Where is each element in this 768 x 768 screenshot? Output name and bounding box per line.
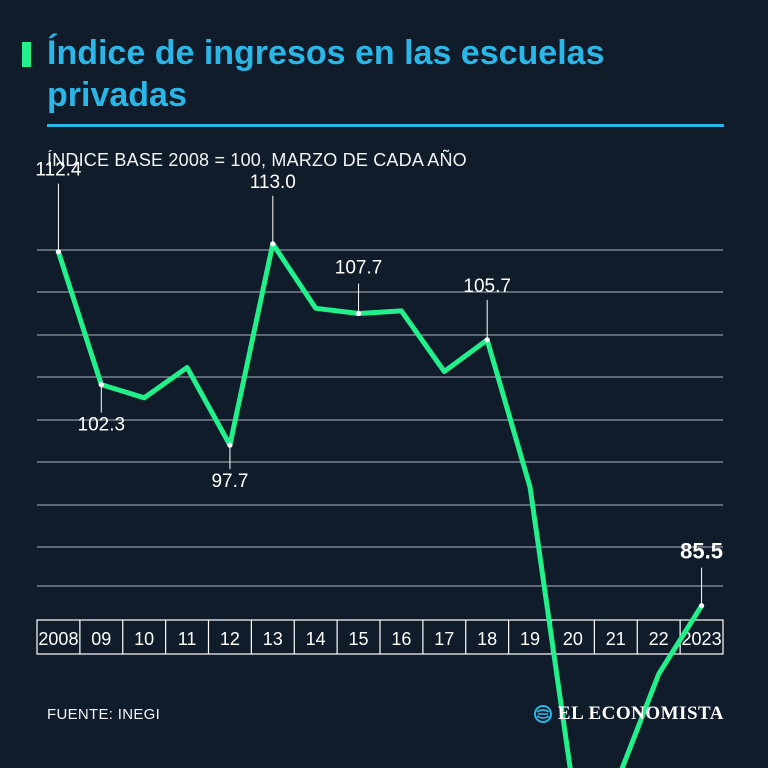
x-tick-label: 11 [178, 629, 197, 649]
data-label: 107.7 [335, 258, 383, 279]
source-note: FUENTE: INEGI [47, 706, 161, 723]
data-label: 105.7 [463, 276, 511, 297]
x-tick-label: 21 [606, 629, 626, 649]
x-tick-label: 13 [263, 629, 283, 649]
x-tick-label: 17 [434, 629, 454, 649]
x-axis: 2008 09 10 11 12 13 14 15 16 17 18 19 20 21 22 2023 [36, 619, 724, 655]
x-tick-label: 19 [520, 629, 540, 649]
data-point [698, 603, 705, 609]
globe-logo-icon [533, 705, 552, 723]
data-point [355, 310, 362, 317]
series-line-path [55, 241, 705, 768]
data-point [484, 337, 490, 343]
annotation-leaders [57, 183, 703, 606]
x-tick-label: 2023 [682, 629, 722, 649]
page-title: Índice de ingresos en las escuelas priva… [47, 34, 605, 114]
data-label: 102.3 [78, 415, 126, 436]
chart-subtitle: ÍNDICE BASE 2008 = 100, MARZO DE CADA AÑ… [47, 150, 467, 170]
data-point [55, 249, 62, 255]
data-point [270, 241, 276, 247]
x-tick-label: 10 [134, 629, 154, 649]
x-tick-label: 12 [220, 629, 240, 649]
x-tick-label: 16 [391, 629, 411, 649]
x-tick-label: 18 [477, 629, 497, 649]
x-tick-label: 22 [649, 629, 669, 649]
x-tick-label: 20 [563, 629, 583, 649]
data-label: 112.4 [35, 160, 82, 181]
brand-logo: EL ECONOMISTA [533, 703, 724, 725]
brand-name: EL ECONOMISTA [557, 703, 724, 724]
data-point [98, 382, 104, 388]
title-accent-bar [22, 42, 31, 67]
x-tick-label: 14 [306, 629, 326, 649]
gridlines [37, 249, 723, 587]
data-label: 85.5 [680, 539, 723, 564]
series-line [55, 241, 705, 768]
data-point [227, 442, 233, 448]
x-tick-label: 09 [91, 629, 111, 649]
x-tick-label: 15 [349, 629, 369, 649]
data-points [55, 241, 705, 609]
data-label: 113.0 [250, 172, 296, 193]
title-divider [47, 124, 724, 127]
data-label: 97.7 [211, 471, 248, 492]
x-tick-label: 2008 [38, 629, 78, 649]
